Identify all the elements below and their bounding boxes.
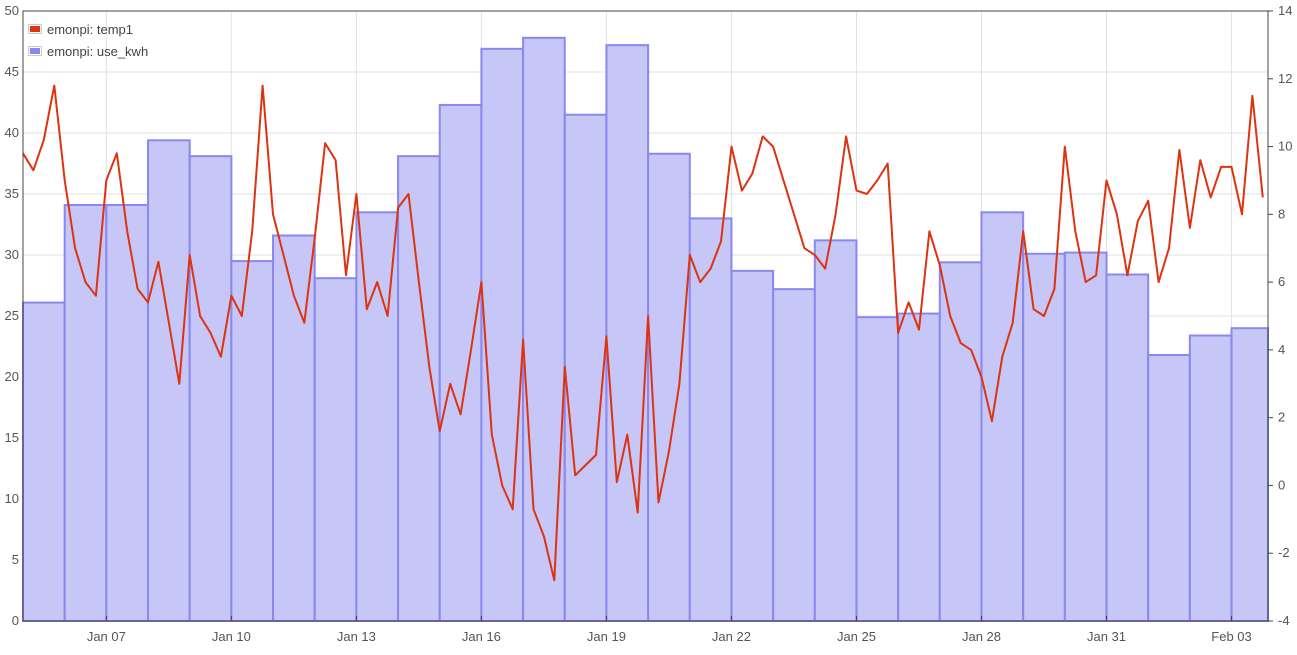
y-left-tick-35: 35 xyxy=(5,186,19,201)
bar-2016-01-25 xyxy=(855,316,900,622)
bar-2016-01-31 xyxy=(1105,273,1150,622)
bar-2016-01-06 xyxy=(63,203,108,622)
bar-2016-01-26 xyxy=(897,312,941,622)
y-right-tick-4: 4 xyxy=(1278,342,1285,357)
bar-2016-01-10 xyxy=(230,260,275,622)
x-tick-2016-01-07: Jan 07 xyxy=(87,629,126,644)
y-left-tick-10: 10 xyxy=(5,491,19,506)
legend-item-temp1[interactable]: emonpi: temp1 xyxy=(28,18,148,40)
legend-label-temp1: emonpi: temp1 xyxy=(47,21,133,37)
y-left-tick-40: 40 xyxy=(5,125,19,140)
y-right-tick-2: 2 xyxy=(1278,410,1285,425)
y-right-tick--2: -2 xyxy=(1278,545,1290,560)
y-right-tick-14: 14 xyxy=(1278,3,1292,18)
y-right-tick-12: 12 xyxy=(1278,71,1292,86)
y-right-tick--4: -4 xyxy=(1278,613,1290,628)
x-tick-2016-01-19: Jan 19 xyxy=(587,629,626,644)
line-temp1 xyxy=(22,84,1264,582)
bar-2016-01-05 xyxy=(22,301,66,622)
bar-2016-02-02 xyxy=(1188,334,1233,622)
bar-2016-01-07 xyxy=(105,203,150,622)
bar-2016-01-30 xyxy=(1063,251,1108,622)
bar-2016-01-19 xyxy=(605,44,650,623)
bar-2016-01-24 xyxy=(813,239,858,623)
x-tick-2016-01-28: Jan 28 xyxy=(962,629,1001,644)
bar-2016-02-03 xyxy=(1230,327,1269,622)
y-left-tick-25: 25 xyxy=(5,308,19,323)
y-right-tick-10: 10 xyxy=(1278,139,1292,154)
y-right-tick-6: 6 xyxy=(1278,274,1285,289)
y-right-tick-0: 0 xyxy=(1278,477,1285,492)
bar-2016-01-15 xyxy=(438,103,483,622)
legend-item-use-kwh[interactable]: emonpi: use_kwh xyxy=(28,40,148,62)
bar-2016-01-12 xyxy=(313,277,358,622)
x-tick-2016-01-25: Jan 25 xyxy=(837,629,876,644)
y-left-tick-30: 30 xyxy=(5,247,19,262)
line-series-layer xyxy=(22,84,1264,582)
bar-2016-01-09 xyxy=(188,155,233,622)
axis-labels-layer: 0 5 10 15 20 25 30 35 40 45 50 -4 -2 0 2 4 6 8 10 12 14 Jan 0… xyxy=(5,3,1293,644)
bar-series-layer xyxy=(22,36,1269,623)
y-left-tick-20: 20 xyxy=(5,369,19,384)
x-tick-2016-02-03: Feb 03 xyxy=(1211,629,1251,644)
x-tick-2016-01-31: Jan 31 xyxy=(1087,629,1126,644)
legend-swatch-temp1 xyxy=(28,24,42,34)
bar-2016-01-23 xyxy=(772,288,816,622)
legend-swatch-use-kwh-fill xyxy=(30,48,40,54)
x-tick-2016-01-13: Jan 13 xyxy=(337,629,376,644)
y-left-tick-0: 0 xyxy=(12,613,19,628)
y-left-tick-45: 45 xyxy=(5,64,19,79)
bar-2016-01-17 xyxy=(522,36,566,622)
bar-2016-01-18 xyxy=(563,113,608,622)
bar-2016-01-22 xyxy=(730,269,775,622)
legend-label-use-kwh: emonpi: use_kwh xyxy=(47,43,149,59)
x-tick-2016-01-10: Jan 10 xyxy=(212,629,251,644)
legend-swatch-temp1-fill xyxy=(30,26,40,32)
bar-2016-01-21 xyxy=(688,217,733,622)
bar-2016-01-20 xyxy=(647,152,691,623)
bar-2016-01-29 xyxy=(1022,252,1066,622)
bar-2016-01-08 xyxy=(147,139,191,622)
y-right-tick-8: 8 xyxy=(1278,206,1285,221)
y-left-tick-5: 5 xyxy=(12,552,19,567)
x-tick-2016-01-16: Jan 16 xyxy=(462,629,501,644)
legend: emonpi: temp1 emonpi: use_kwh xyxy=(28,18,148,62)
y-left-tick-50: 50 xyxy=(5,3,19,18)
bar-2016-01-16 xyxy=(480,47,525,622)
bar-2016-02-01 xyxy=(1147,354,1191,622)
bar-2016-01-27 xyxy=(938,261,983,622)
legend-swatch-use-kwh xyxy=(28,46,42,56)
plot-frame xyxy=(22,10,1269,622)
x-tick-2016-01-22: Jan 22 xyxy=(712,629,751,644)
y-left-tick-15: 15 xyxy=(5,430,19,445)
bar-2016-01-28 xyxy=(980,211,1025,623)
